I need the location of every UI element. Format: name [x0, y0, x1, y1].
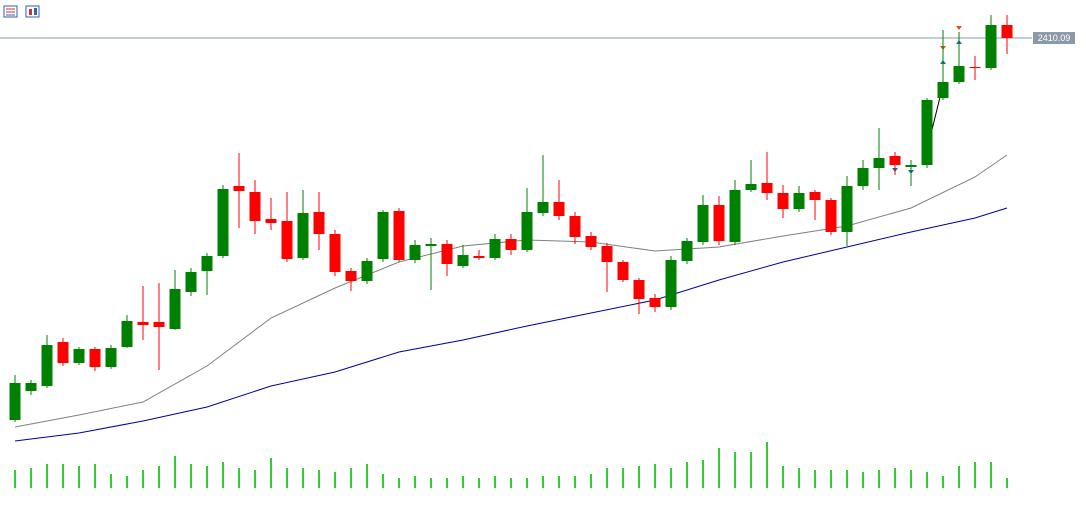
trade-arrow	[956, 26, 962, 30]
candle-body	[473, 256, 485, 258]
toolbar	[3, 5, 40, 18]
toolbar-icon[interactable]	[25, 5, 40, 18]
candle-body	[1001, 25, 1013, 38]
candle-body	[681, 241, 693, 261]
candle-body	[201, 256, 213, 271]
candle-body	[425, 244, 437, 246]
candle-body	[121, 321, 133, 347]
candle-body	[377, 212, 389, 259]
candle-body	[569, 216, 581, 237]
candle-body	[9, 383, 21, 420]
candle-body	[57, 342, 69, 363]
candle-body	[457, 255, 469, 266]
candle-body	[841, 186, 853, 232]
candle-body	[153, 322, 165, 327]
candle-body	[617, 262, 629, 280]
price-label-box	[1033, 32, 1075, 45]
candle-body	[345, 271, 357, 281]
candle-body	[361, 261, 373, 281]
candle-body	[489, 239, 501, 258]
candle-body	[937, 82, 949, 98]
candle-body	[265, 219, 277, 223]
candle-body	[169, 289, 181, 329]
candle-body	[297, 213, 309, 258]
candle-body	[217, 189, 229, 256]
icon-part	[34, 8, 37, 15]
candle-body	[969, 67, 981, 68]
moving-average	[14, 207, 1008, 442]
candle-body	[697, 205, 709, 242]
candle-body	[953, 66, 965, 82]
candle-body	[25, 383, 37, 391]
candle-body	[905, 165, 917, 167]
candle-body	[393, 211, 405, 260]
candle-body	[809, 192, 821, 200]
candle-body	[825, 200, 837, 232]
candle-body	[409, 245, 421, 260]
candle-body	[521, 212, 533, 250]
candle-body	[729, 190, 741, 242]
icon-part	[29, 9, 32, 15]
candle-body	[313, 212, 325, 234]
candle-body	[793, 193, 805, 209]
candle-body	[601, 246, 613, 262]
candle-body	[137, 322, 149, 325]
candle-body	[329, 234, 341, 272]
candle-body	[537, 202, 549, 213]
candle-body	[233, 186, 245, 191]
candle-body	[777, 193, 789, 209]
candle-body	[761, 183, 773, 193]
candle-body	[441, 244, 453, 264]
candle-body	[89, 349, 101, 367]
candle-body	[649, 298, 661, 307]
candle-body	[633, 280, 645, 299]
candle-body	[585, 236, 597, 247]
candle-body	[73, 349, 85, 363]
candle-body	[713, 205, 725, 241]
candle-body	[41, 345, 53, 386]
candle-body	[105, 348, 117, 367]
candle-body	[553, 202, 565, 216]
candle-body	[873, 158, 885, 168]
candle-body	[921, 100, 933, 165]
candle-body	[505, 239, 517, 250]
candle-body	[889, 156, 901, 165]
candle-body	[185, 272, 197, 292]
candle-body	[281, 221, 293, 259]
candle-body	[985, 25, 997, 68]
candle-body	[665, 260, 677, 307]
price-label: 2410.09	[1038, 33, 1071, 43]
candle-body	[857, 168, 869, 186]
candle-body	[745, 184, 757, 190]
candle-body	[249, 192, 261, 221]
